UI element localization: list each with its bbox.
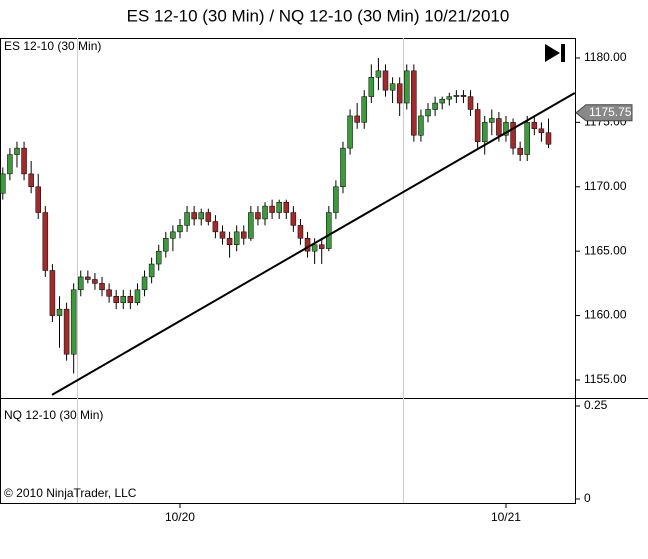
candle-body	[524, 122, 530, 155]
candle-body	[177, 225, 183, 233]
candle-body	[333, 186, 339, 213]
candle-body	[404, 70, 410, 104]
candle-body	[198, 212, 204, 220]
candle-body	[99, 283, 105, 291]
candle-body	[106, 289, 112, 297]
candle-body	[248, 212, 254, 239]
candle-body	[311, 244, 318, 252]
candle-body	[212, 221, 219, 233]
candle-body	[134, 289, 141, 303]
candle-body	[503, 122, 509, 136]
candle-body	[446, 96, 453, 100]
candle-body	[425, 109, 431, 117]
candle-body	[56, 308, 63, 316]
candle-body	[368, 77, 375, 97]
candle-body	[538, 128, 545, 133]
chart-title: ES 12-10 (30 Min) / NQ 12-10 (30 Min) 10…	[127, 6, 510, 25]
candle-body	[163, 238, 169, 252]
panel-title: NQ 12-10 (30 Min)	[4, 408, 103, 422]
candle-body	[155, 250, 162, 265]
candle-body	[531, 122, 538, 130]
candle-body	[318, 244, 325, 249]
candle-body	[255, 212, 261, 220]
candle-body	[191, 212, 197, 220]
candle-body	[184, 212, 190, 226]
candle-body	[432, 102, 438, 110]
candle-body	[0, 173, 6, 194]
candle-body	[290, 212, 297, 226]
candle-body	[120, 295, 127, 303]
plot-frame	[0, 38, 576, 504]
candle-body	[361, 96, 367, 123]
candle-body	[35, 186, 41, 213]
candle-body	[340, 147, 346, 188]
candle-body	[474, 109, 481, 142]
candle-body	[70, 289, 77, 355]
copyright: © 2010 NinjaTrader, LLC	[4, 486, 137, 500]
candle-body	[460, 95, 467, 97]
candle-body	[481, 122, 488, 142]
candle-body	[219, 231, 226, 239]
candle-body	[389, 83, 396, 91]
candle-body	[127, 295, 134, 303]
candle-body	[233, 231, 240, 245]
x-tick-label: 10/21	[491, 510, 521, 524]
candle-body	[7, 154, 13, 175]
candle-body	[148, 263, 155, 278]
candle-body	[28, 173, 34, 188]
candle-body	[453, 95, 460, 97]
candle-body	[85, 276, 91, 280]
y-tick-label: 1165.00	[584, 243, 627, 257]
x-tick-label: 10/20	[165, 510, 195, 524]
candle-body	[496, 118, 502, 136]
play-icon[interactable]	[545, 44, 565, 62]
candle-body	[226, 238, 233, 245]
candle-body	[354, 115, 360, 123]
candle-body	[141, 276, 148, 291]
y-tick-label: 1155.00	[584, 372, 627, 386]
candle-body	[262, 205, 268, 220]
panel-title: ES 12-10 (30 Min)	[4, 39, 101, 53]
candle-body	[517, 147, 523, 155]
candle-body	[375, 70, 382, 78]
candle-body	[63, 308, 70, 355]
candle-body	[382, 70, 389, 91]
candle-body	[545, 132, 552, 145]
candle-body	[205, 212, 212, 222]
candle-body	[326, 212, 332, 249]
candle-body	[467, 96, 474, 110]
candle-body	[42, 212, 49, 271]
y-tick-label: 1160.00	[584, 308, 627, 322]
candle-body	[78, 276, 84, 291]
y-tick-label: 0.25	[584, 398, 608, 412]
candle-body	[297, 225, 304, 239]
candle-body	[418, 115, 424, 136]
candle-body	[14, 147, 20, 155]
last-price-label: 1175.75	[589, 105, 632, 119]
candle-body	[113, 295, 119, 303]
last-price-marker	[575, 104, 633, 122]
candle-body	[276, 201, 282, 213]
candle-body	[21, 147, 27, 175]
candle-body	[510, 122, 516, 149]
candle-body	[489, 118, 495, 123]
y-tick-label: 1180.00	[584, 50, 627, 64]
candle-body	[170, 231, 176, 239]
y-tick-label: 0	[584, 491, 591, 505]
candle-body	[92, 279, 98, 284]
candle-body	[439, 98, 445, 104]
candle-body	[347, 115, 353, 149]
candle-body	[49, 270, 56, 316]
candle-body	[269, 205, 275, 213]
trendline	[51, 92, 576, 396]
y-tick-label: 1170.00	[584, 179, 627, 193]
candle-body	[241, 231, 247, 239]
candle-body	[283, 201, 290, 213]
candle-body	[396, 83, 403, 104]
candle-body	[411, 70, 417, 136]
